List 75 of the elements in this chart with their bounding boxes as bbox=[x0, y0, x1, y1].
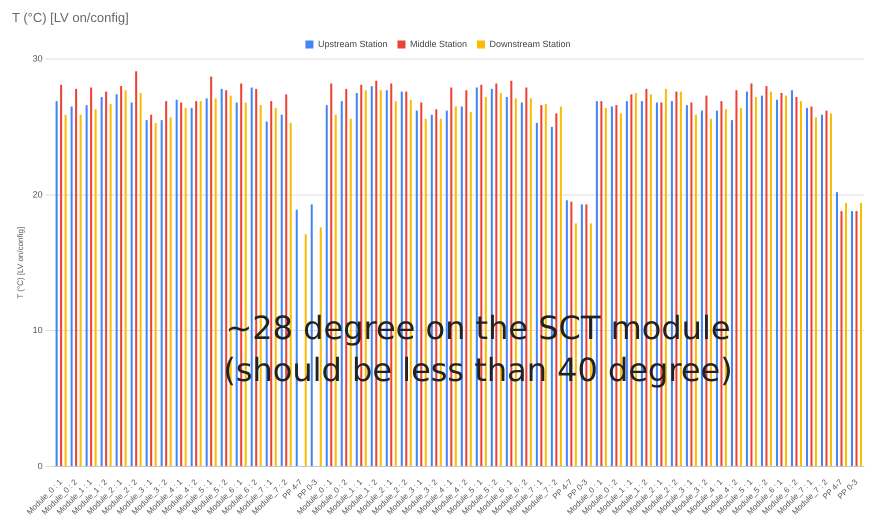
bar bbox=[465, 90, 468, 466]
bar bbox=[754, 97, 757, 466]
bar bbox=[170, 117, 172, 466]
bar bbox=[116, 94, 118, 466]
bar bbox=[840, 211, 842, 466]
bar bbox=[225, 90, 228, 466]
bar bbox=[64, 114, 67, 466]
bar bbox=[600, 101, 602, 466]
bar bbox=[830, 113, 832, 466]
bar bbox=[604, 108, 607, 466]
chart-title: T (°C) [LV on/config] bbox=[12, 10, 129, 25]
bar bbox=[160, 120, 163, 466]
bar bbox=[735, 90, 738, 466]
bar bbox=[146, 120, 148, 466]
bar bbox=[820, 114, 823, 466]
bar bbox=[75, 88, 78, 466]
bar bbox=[750, 83, 752, 466]
bar bbox=[740, 108, 742, 466]
bar bbox=[80, 114, 82, 466]
bar bbox=[730, 120, 733, 466]
bar bbox=[780, 92, 782, 466]
bar bbox=[86, 105, 88, 466]
bar bbox=[220, 88, 223, 466]
bar bbox=[56, 101, 58, 466]
bar bbox=[90, 88, 92, 466]
bar bbox=[190, 108, 193, 466]
bar bbox=[836, 192, 838, 466]
y-tick-label: 0 bbox=[38, 460, 43, 471]
bar bbox=[184, 108, 187, 466]
y-tick-label: 10 bbox=[32, 325, 43, 336]
bar bbox=[140, 92, 142, 466]
bar bbox=[746, 92, 748, 466]
bar bbox=[790, 90, 793, 466]
bar bbox=[800, 101, 802, 466]
bar bbox=[806, 108, 808, 466]
bar bbox=[850, 211, 854, 466]
bar bbox=[105, 92, 108, 466]
bar bbox=[70, 106, 73, 466]
bar bbox=[120, 86, 122, 466]
bar bbox=[770, 92, 772, 466]
y-axis-title: T (°C) [LV on/config] bbox=[16, 226, 26, 299]
bar bbox=[206, 98, 208, 466]
y-tick-label: 20 bbox=[32, 189, 43, 200]
bar bbox=[210, 76, 212, 466]
bar bbox=[860, 202, 862, 466]
bar bbox=[825, 110, 828, 466]
bar bbox=[195, 101, 198, 466]
bar bbox=[795, 97, 798, 466]
bar bbox=[470, 112, 472, 466]
bar bbox=[60, 84, 62, 466]
bar bbox=[200, 101, 202, 466]
bar bbox=[855, 211, 858, 466]
bar bbox=[810, 106, 812, 466]
bar bbox=[214, 98, 217, 466]
bar bbox=[124, 90, 127, 466]
bar bbox=[165, 101, 168, 466]
bar bbox=[130, 102, 133, 466]
bar bbox=[150, 114, 152, 466]
bar bbox=[100, 97, 103, 466]
bar bbox=[814, 117, 817, 466]
legend-label: Upstream Station bbox=[318, 38, 388, 49]
legend-label: Downstream Station bbox=[490, 38, 571, 49]
bar bbox=[180, 102, 182, 466]
bar bbox=[154, 122, 157, 466]
bar bbox=[765, 86, 768, 466]
y-tick-label: 30 bbox=[32, 53, 43, 64]
bar bbox=[784, 96, 787, 466]
bar bbox=[94, 109, 97, 466]
bar bbox=[776, 100, 778, 466]
bar bbox=[176, 100, 178, 466]
bar bbox=[110, 104, 112, 466]
bar bbox=[135, 71, 138, 466]
bar bbox=[760, 96, 763, 466]
legend-label: Middle Station bbox=[410, 38, 468, 49]
bar bbox=[844, 202, 848, 466]
